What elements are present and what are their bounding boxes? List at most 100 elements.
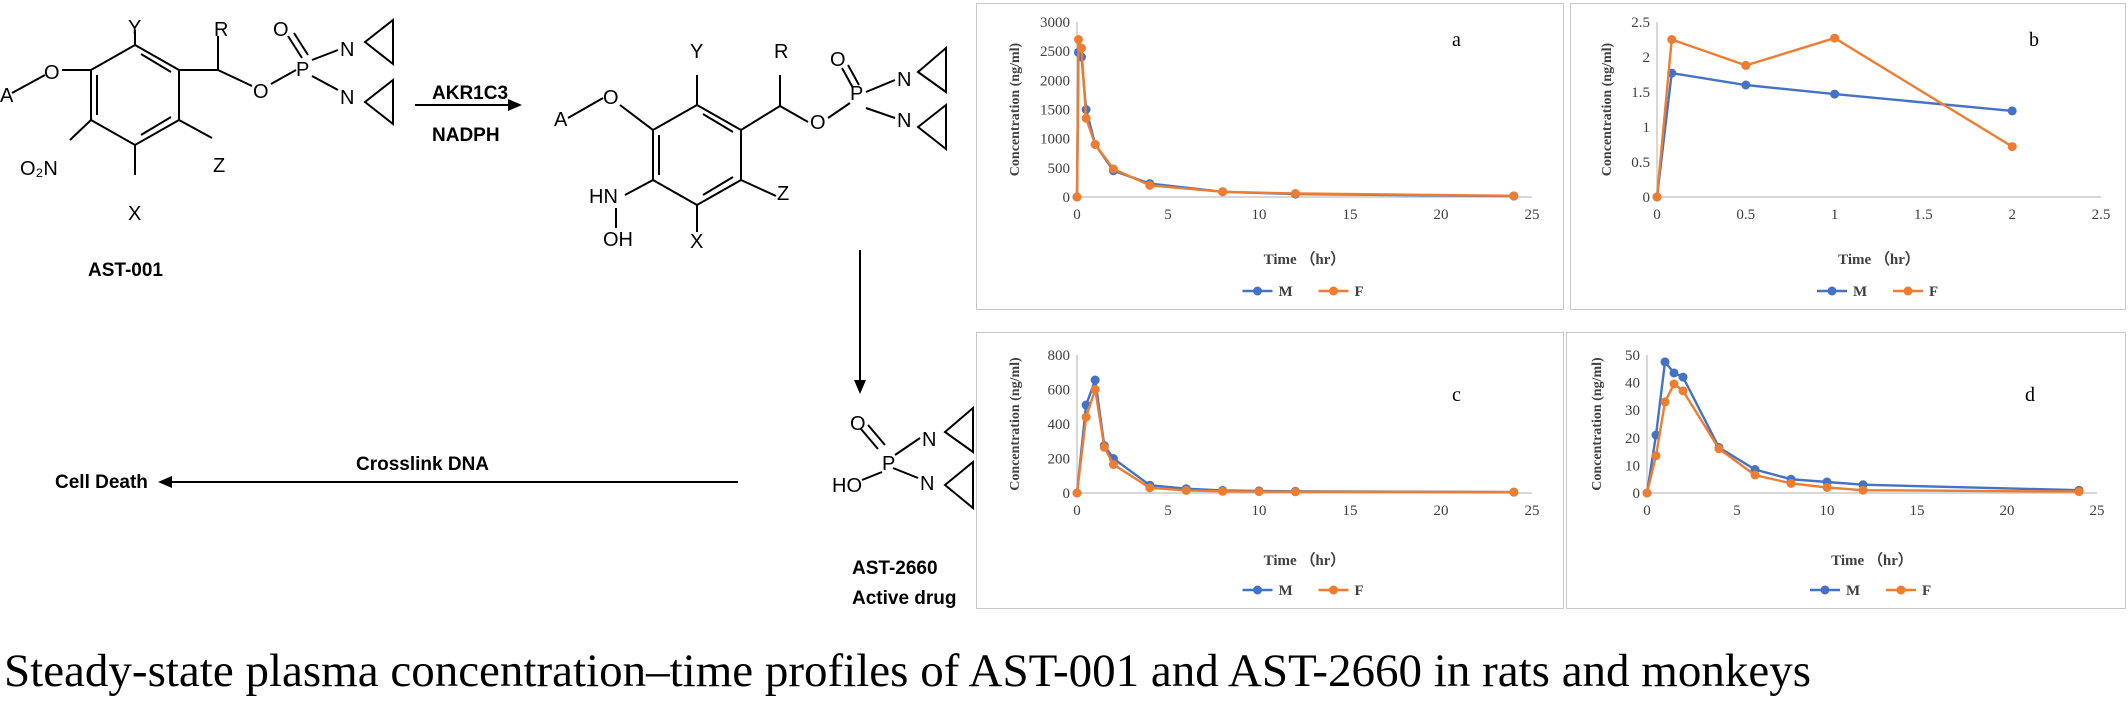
x-tick-label: 2.5	[2092, 207, 2111, 223]
chart-d: 0 5 10 15 20 25 0 10 20 30 40 50 Concentration (ng/m…	[1590, 348, 2105, 599]
y-tick-label: 2.5	[1631, 15, 1650, 31]
data-point-f	[1642, 488, 1652, 498]
data-point-f	[1108, 164, 1118, 174]
data-point-f	[1669, 379, 1679, 389]
y-tick-label: 1	[1643, 120, 1651, 136]
data-point-f	[1667, 35, 1677, 44]
legend-entry-f: F	[1922, 583, 1931, 599]
y-tick-label: 0	[1063, 486, 1071, 502]
panel-label: a	[1452, 29, 1461, 51]
y-axis-title: Concentration (ng/ml)	[1590, 357, 1605, 491]
benzene-ring-1	[90, 43, 180, 147]
atom-p-1: P	[296, 59, 309, 81]
data-point-m	[1678, 372, 1688, 382]
y-tick-label: 0	[1063, 190, 1071, 206]
data-point-m	[1090, 375, 1100, 385]
atom-x-1: X	[128, 203, 141, 225]
panel-label: b	[2029, 29, 2039, 51]
x-tick-label: 0.5	[1736, 207, 1755, 223]
series-line-f	[1075, 389, 1514, 494]
data-point-f	[1830, 33, 1840, 43]
legend-entry-f: F	[1929, 284, 1938, 300]
atom-o-6: O	[830, 49, 846, 71]
crosslink-dna-label: Crosslink DNA	[356, 454, 489, 475]
y-tick-label: 2500	[1040, 44, 1070, 60]
x-tick-label: 2	[2008, 207, 2016, 223]
atom-o-1: O	[44, 62, 60, 84]
x-tick-label: 25	[1525, 207, 1540, 223]
legend-entry-m: M	[1279, 583, 1293, 599]
x-tick-label: 25	[1525, 503, 1540, 519]
legend-entry-m: M	[1846, 583, 1860, 599]
legend-entry-m: M	[1853, 284, 1867, 300]
data-point-f	[1218, 486, 1228, 496]
legend-swatch-marker	[1903, 286, 1913, 296]
atom-o-5: O	[810, 112, 826, 134]
y-tick-label: 800	[1048, 348, 1071, 364]
x-tick-label: 1.5	[1914, 207, 1933, 223]
data-point-f	[1090, 385, 1100, 394]
atom-no2: O₂N	[20, 158, 58, 180]
panel-label: d	[2025, 384, 2035, 406]
atom-oh: OH	[603, 229, 633, 251]
data-point-m	[1660, 357, 1670, 367]
y-tick-label: 2000	[1040, 73, 1070, 89]
y-tick-label: 20	[1625, 431, 1640, 447]
cell-death-label: Cell Death	[55, 472, 148, 493]
y-axis-title: Concentration (ng/ml)	[1008, 42, 1023, 176]
y-tick-label: 0	[1633, 486, 1641, 502]
series-line-m	[1645, 358, 2080, 494]
legend-entry-f: F	[1355, 284, 1364, 300]
x-tick-label: 20	[1434, 207, 1449, 223]
atom-n-4: N	[897, 110, 911, 132]
panel-label: c	[1452, 384, 1461, 406]
x-tick-label: 5	[1733, 503, 1741, 519]
x-tick-label: 0	[1643, 503, 1651, 519]
data-point-f	[1290, 487, 1300, 497]
x-tick-label: 20	[1434, 503, 1449, 519]
x-tick-label: 15	[1343, 503, 1358, 519]
y-tick-label: 40	[1625, 376, 1640, 392]
atom-o-7: O	[850, 413, 866, 435]
data-point-f	[1660, 397, 1670, 407]
series-line-m	[1075, 48, 1514, 198]
y-tick-label: 1000	[1040, 132, 1070, 148]
atom-y-1: Y	[128, 17, 141, 39]
atom-z-2: Z	[777, 183, 789, 205]
series-line-f	[1645, 382, 2080, 494]
data-point-f	[1072, 192, 1082, 202]
atom-z-1: Z	[213, 155, 225, 177]
x-tick-label: 10	[1820, 503, 1835, 519]
data-point-f	[1073, 35, 1083, 44]
x-axis-title: Time （hr）	[1264, 250, 1346, 268]
data-point-f	[1714, 444, 1724, 454]
data-point-f	[1858, 485, 1868, 495]
x-axis-title: Time （hr）	[1264, 551, 1346, 569]
legend-swatch-marker	[1896, 585, 1906, 595]
x-tick-label: 15	[1910, 503, 1925, 519]
atom-a-2: A	[554, 109, 568, 131]
x-axis-title: Time （hr）	[1838, 250, 1920, 268]
figure-caption: Steady-state plasma concentration–time p…	[4, 645, 1812, 697]
y-tick-label: 600	[1048, 383, 1071, 399]
data-point-f	[1822, 482, 1832, 492]
chart-c: 0 5 10 15 20 25 0 200 400 600 800 Concentration (ng…	[1008, 348, 1540, 599]
x-tick-label: 15	[1343, 207, 1358, 223]
data-point-f	[1145, 180, 1155, 190]
atom-n-6: N	[920, 473, 934, 495]
compound-label-ast2660: AST-2660	[852, 558, 938, 579]
data-point-f	[1254, 487, 1264, 497]
y-tick-label: 1.5	[1631, 85, 1650, 101]
data-point-f	[1090, 140, 1100, 149]
x-tick-label: 0	[1073, 207, 1081, 223]
data-point-m	[2007, 106, 2017, 116]
legend-swatch-marker	[1820, 585, 1830, 595]
data-point-f	[1081, 113, 1091, 123]
legend-swatch-marker	[1827, 286, 1837, 296]
series-line-m	[1075, 379, 1514, 494]
atom-o-2: O	[253, 81, 269, 103]
data-point-f	[1218, 187, 1228, 197]
data-point-f	[1077, 43, 1087, 53]
chart-b: 0 0.5 1 1.5 2 2.5 0 0.5 1 1.5 2 2.5 Concentration (n…	[1600, 15, 2111, 300]
data-point-f	[1509, 191, 1519, 201]
